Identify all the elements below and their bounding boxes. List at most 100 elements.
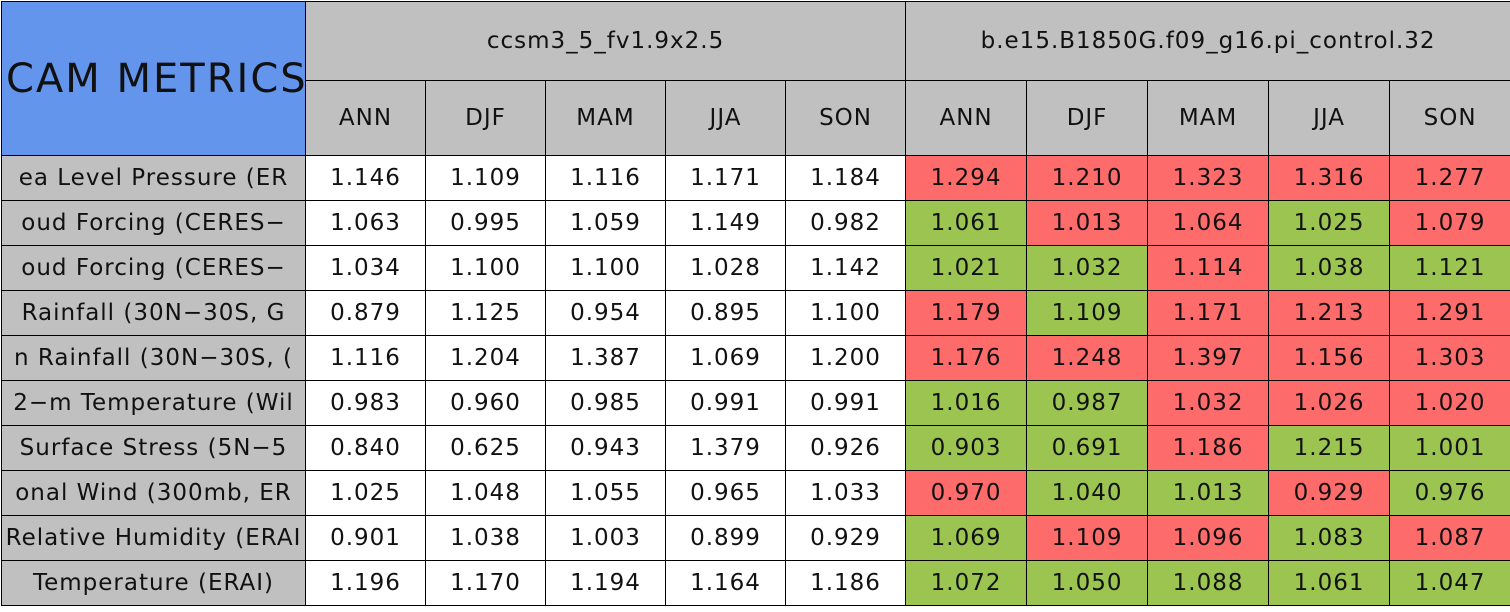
metric-label: oud Forcing (CERES− [2,246,306,291]
metric-value: 1.294 [906,156,1027,201]
metric-value: 1.050 [1027,561,1148,606]
season-header: ANN [906,81,1027,156]
metric-value: 0.943 [546,426,666,471]
metric-value: 1.316 [1269,156,1390,201]
metric-value: 1.026 [1269,381,1390,426]
metric-value: 1.069 [906,516,1027,561]
metric-value: 1.164 [666,561,786,606]
metric-label-text: Relative Humidity (ERAI [6,525,302,551]
metric-value: 0.625 [426,426,546,471]
metric-value: 1.034 [306,246,426,291]
metric-label: Relative Humidity (ERAI [2,516,306,561]
metric-value: 1.248 [1027,336,1148,381]
metric-value: 1.061 [1269,561,1390,606]
metric-value: 1.184 [786,156,906,201]
metric-value: 1.020 [1390,381,1510,426]
metric-value: 0.929 [786,516,906,561]
metric-value: 1.048 [426,471,546,516]
group-header: b.e15.B1850G.f09_g16.pi_control.32 [906,2,1510,81]
metric-value: 1.109 [426,156,546,201]
metric-value: 1.204 [426,336,546,381]
metric-label: 2−m Temperature (Wil [2,381,306,426]
metric-value: 1.013 [1027,201,1148,246]
metric-label-text: ea Level Pressure (ER [19,165,289,191]
season-header: SON [786,81,906,156]
metric-value: 1.055 [546,471,666,516]
metric-value: 0.991 [666,381,786,426]
metric-value: 1.001 [1390,426,1510,471]
metric-value: 1.200 [786,336,906,381]
metric-value: 1.109 [1027,291,1148,336]
metric-value: 1.033 [786,471,906,516]
metric-value: 1.069 [666,336,786,381]
metric-value: 1.179 [906,291,1027,336]
season-header: MAM [546,81,666,156]
metric-value: 1.387 [546,336,666,381]
metric-value: 1.003 [546,516,666,561]
metric-value: 1.040 [1027,471,1148,516]
metric-value: 1.176 [906,336,1027,381]
metric-value: 1.194 [546,561,666,606]
metric-value: 1.170 [426,561,546,606]
group-header: ccsm3_5_fv1.9x2.5 [306,2,906,81]
metric-value: 1.021 [906,246,1027,291]
metric-value: 1.064 [1148,201,1269,246]
metric-value: 1.210 [1027,156,1148,201]
metric-value: 0.965 [666,471,786,516]
metric-value: 0.983 [306,381,426,426]
metric-value: 0.991 [786,381,906,426]
metric-value: 1.025 [1269,201,1390,246]
metric-value: 0.840 [306,426,426,471]
metric-value: 1.277 [1390,156,1510,201]
metric-value: 1.171 [1148,291,1269,336]
metric-value: 1.125 [426,291,546,336]
metric-label: Surface Stress (5N−5 [2,426,306,471]
metric-value: 1.100 [426,246,546,291]
metric-value: 1.038 [1269,246,1390,291]
metric-value: 0.879 [306,291,426,336]
metric-value: 1.291 [1390,291,1510,336]
metric-label: n Rainfall (30N−30S, ( [2,336,306,381]
metric-value: 1.114 [1148,246,1269,291]
metric-label: Temperature (ERAI) [2,561,306,606]
metric-label: ea Level Pressure (ER [2,156,306,201]
metric-value: 1.121 [1390,246,1510,291]
metric-value: 0.995 [426,201,546,246]
season-header: DJF [1027,81,1148,156]
metric-value: 1.303 [1390,336,1510,381]
metric-value: 1.079 [1390,201,1510,246]
metric-value: 1.072 [906,561,1027,606]
metric-value: 1.061 [906,201,1027,246]
metric-value: 1.149 [666,201,786,246]
metric-value: 1.013 [1148,471,1269,516]
metric-value: 1.213 [1269,291,1390,336]
metric-value: 1.087 [1390,516,1510,561]
season-header: DJF [426,81,546,156]
metric-value: 0.901 [306,516,426,561]
metric-value: 0.985 [546,381,666,426]
metric-label-text: 2−m Temperature (Wil [13,390,294,416]
metric-value: 1.379 [666,426,786,471]
metric-label-text: onal Wind (300mb, ER [15,480,292,506]
metric-value: 1.323 [1148,156,1269,201]
metric-value: 0.960 [426,381,546,426]
metric-value: 1.215 [1269,426,1390,471]
metric-value: 1.059 [546,201,666,246]
metric-value: 0.926 [786,426,906,471]
season-header: JJA [666,81,786,156]
metric-value: 0.987 [1027,381,1148,426]
metric-value: 1.186 [1148,426,1269,471]
metric-label-text: oud Forcing (CERES− [21,255,285,281]
table-title: CAM METRICS [2,2,306,156]
metric-value: 1.109 [1027,516,1148,561]
